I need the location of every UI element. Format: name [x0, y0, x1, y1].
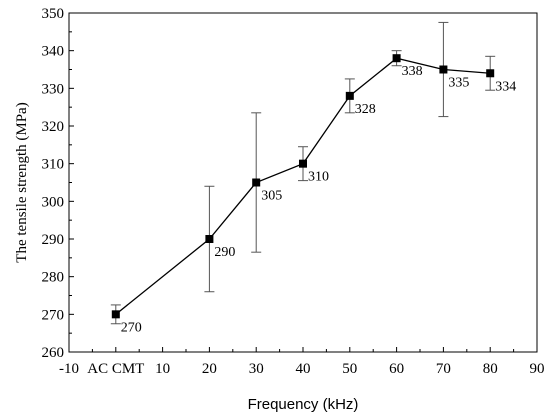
data-label: 305 — [261, 189, 282, 204]
y-tick-label: 350 — [42, 6, 65, 22]
y-tick-label: 300 — [42, 194, 65, 210]
x-tick-label: 90 — [530, 361, 545, 377]
axes — [68, 12, 538, 353]
y-axis-title: The tensile strength (MPa) — [14, 102, 30, 262]
data-label: 334 — [495, 79, 516, 94]
y-axis-ticks: 260 270 280 290 300 310 320 330 340 350 — [42, 6, 74, 361]
x-axis-ticks: -10 AC CMT 10 20 30 40 50 60 70 80 90 — [59, 347, 545, 377]
x-tick-label: 70 — [436, 361, 451, 377]
data-label: 290 — [214, 245, 235, 260]
data-point-marker — [345, 91, 354, 100]
data-point-marker — [299, 159, 307, 168]
data-point-marker — [392, 54, 401, 63]
x-tick-label: AC CMT — [87, 361, 144, 377]
y-tick-label: 290 — [42, 232, 65, 248]
x-tick-label: 20 — [202, 361, 217, 377]
x-tick-label: 60 — [389, 361, 404, 377]
x-tick-label: 80 — [483, 361, 498, 377]
y-tick-label: 340 — [42, 44, 65, 60]
y-tick-label: 270 — [42, 307, 65, 323]
data-point-marker — [252, 178, 261, 187]
data-label: 338 — [402, 64, 423, 79]
y-tick-label: 320 — [42, 119, 65, 135]
data-point-marker — [439, 65, 448, 74]
data-label: 335 — [448, 76, 469, 91]
data-label: 310 — [308, 170, 329, 185]
data-markers — [111, 54, 495, 319]
y-tick-label: 330 — [42, 81, 65, 97]
data-label: 328 — [355, 102, 376, 117]
data-point-marker — [111, 310, 120, 319]
x-axis-title: Frequency (kHz) — [248, 396, 359, 413]
x-tick-label: 40 — [296, 361, 311, 377]
data-label: 270 — [121, 320, 142, 335]
x-tick-label: 30 — [249, 361, 264, 377]
data-point-marker — [205, 235, 214, 243]
data-labels: 270 290 305 310 328 338 335 334 — [121, 64, 516, 335]
x-tick-label: 50 — [342, 361, 357, 377]
y-tick-label: 310 — [42, 157, 65, 173]
y-tick-label: 280 — [42, 270, 65, 286]
data-point-marker — [486, 69, 495, 78]
series-line-group — [115, 57, 491, 315]
y-tick-label: 260 — [42, 345, 65, 361]
series-line — [115, 57, 491, 315]
x-tick-label: -10 — [59, 361, 79, 377]
plot-frame — [68, 12, 538, 353]
x-tick-label: 10 — [155, 361, 170, 377]
